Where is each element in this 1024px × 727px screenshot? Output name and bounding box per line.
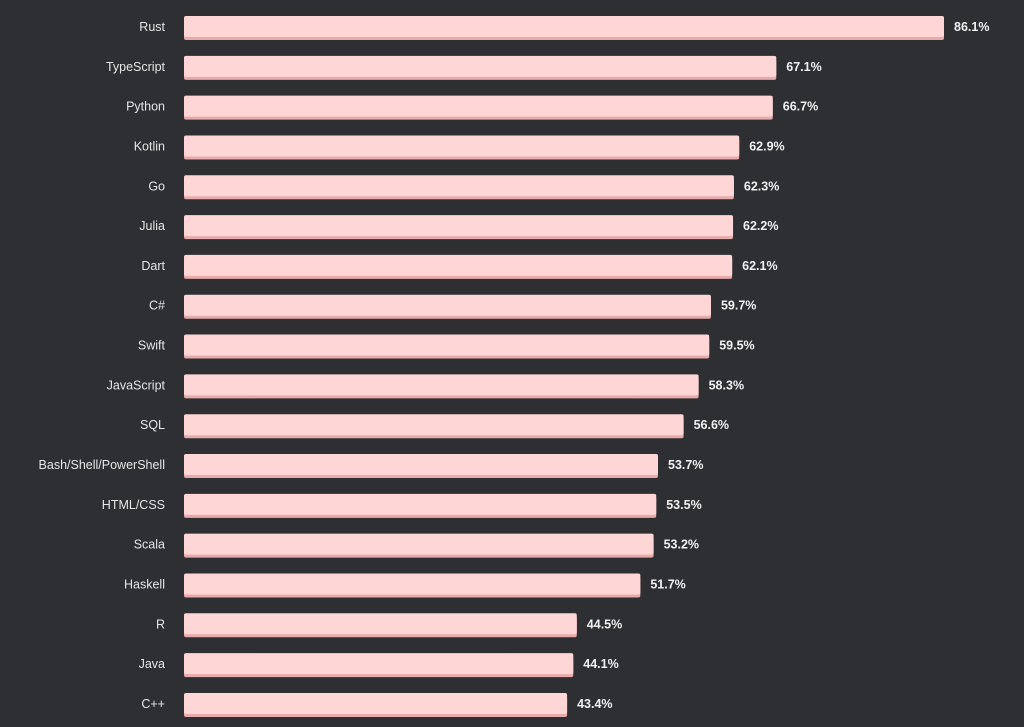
- category-label: Python: [126, 100, 165, 114]
- bar-row: C# 59.7%: [149, 294, 756, 319]
- bar: [184, 414, 684, 436]
- value-label: 86.1%: [954, 20, 989, 34]
- bar-row: TypeScript 67.1%: [106, 55, 822, 80]
- bar: [184, 334, 710, 356]
- value-label: 59.5%: [719, 339, 754, 353]
- bar: [184, 215, 734, 237]
- category-label: HTML/CSS: [102, 498, 165, 512]
- category-label: TypeScript: [106, 60, 166, 74]
- bar: [184, 95, 773, 117]
- bar: [184, 692, 568, 714]
- category-label: Dart: [141, 259, 165, 273]
- bar: [184, 374, 699, 396]
- category-label: JavaScript: [107, 378, 166, 392]
- category-label: Bash/Shell/PowerShell: [39, 458, 165, 472]
- bar: [184, 135, 740, 157]
- category-label: Rust: [139, 20, 165, 34]
- bar-row: Dart 62.1%: [141, 254, 778, 279]
- bar-row: Swift 59.5%: [138, 334, 755, 359]
- category-label: R: [156, 617, 165, 631]
- category-label: Kotlin: [134, 139, 165, 153]
- value-label: 59.7%: [721, 299, 756, 313]
- bar-row: HTML/CSS 53.5%: [102, 493, 702, 518]
- value-label: 62.3%: [744, 179, 779, 193]
- bar: [184, 175, 734, 197]
- bar: [184, 493, 657, 515]
- bar-row: Scala 53.2%: [134, 533, 699, 558]
- category-label: Haskell: [124, 577, 165, 591]
- bar: [184, 16, 944, 37]
- value-label: 44.5%: [587, 617, 622, 631]
- bar: [184, 55, 777, 77]
- value-label: 53.2%: [664, 538, 699, 552]
- category-label: Scala: [134, 538, 165, 552]
- value-label: 62.9%: [749, 139, 784, 153]
- value-label: 62.2%: [743, 219, 778, 233]
- bar-row: C++ 43.4%: [141, 692, 613, 717]
- category-label: Swift: [138, 339, 166, 353]
- bar: [184, 653, 574, 675]
- bar: [184, 254, 733, 276]
- bar-row: Python 66.7%: [126, 95, 818, 120]
- value-label: 67.1%: [786, 60, 821, 74]
- value-label: 56.6%: [694, 418, 729, 432]
- value-label: 44.1%: [583, 657, 618, 671]
- bar-row: R 44.5%: [156, 613, 622, 638]
- value-label: 58.3%: [709, 378, 744, 392]
- bar: [184, 613, 577, 635]
- value-label: 53.5%: [666, 498, 701, 512]
- bar-row: Kotlin 62.9%: [134, 135, 785, 160]
- category-label: Julia: [139, 219, 165, 233]
- bar: [184, 454, 659, 476]
- category-label: C++: [141, 697, 165, 711]
- bar: [184, 294, 711, 316]
- value-label: 51.7%: [650, 577, 685, 591]
- value-label: 62.1%: [742, 259, 777, 273]
- bar-row: SQL 56.6%: [140, 414, 729, 439]
- bar-row: Julia 62.2%: [139, 215, 778, 240]
- category-label: Java: [139, 657, 165, 671]
- value-label: 66.7%: [783, 100, 818, 114]
- bar-row: Haskell 51.7%: [124, 573, 686, 598]
- bar-row: Go 62.3%: [148, 175, 779, 200]
- bar-row: Bash/Shell/PowerShell 53.7%: [39, 454, 703, 479]
- bar: [184, 573, 641, 595]
- value-label: 43.4%: [577, 697, 612, 711]
- value-label: 53.7%: [668, 458, 703, 472]
- bar-row: Rust 86.1%: [139, 16, 989, 40]
- category-label: C#: [149, 299, 165, 313]
- bar-row: JavaScript 58.3%: [107, 374, 744, 399]
- category-label: SQL: [140, 418, 165, 432]
- bar-row: Java 44.1%: [139, 653, 619, 678]
- bar: [184, 533, 654, 555]
- category-label: Go: [148, 179, 165, 193]
